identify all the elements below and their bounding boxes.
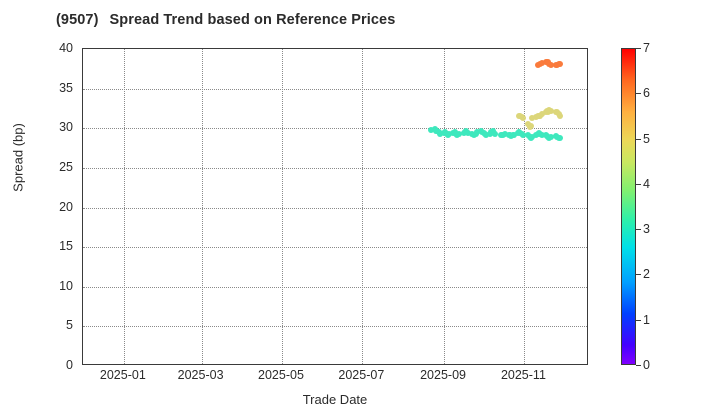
y-tick-label: 35 [59,80,73,95]
x-tick-label: 2025-05 [258,368,304,382]
data-point [547,107,554,114]
colorbar-tick-mark [636,183,641,185]
data-point [538,131,545,138]
gridline-horizontal [83,326,587,328]
gridline-horizontal [83,167,587,169]
colorbar-tick-label: 3 [643,222,650,237]
colorbar-tick-mark [636,229,641,231]
data-point [547,133,554,140]
colorbar-gradient [621,48,636,365]
y-tick-label: 15 [59,239,73,254]
data-point [455,130,462,137]
data-point [520,131,527,138]
chart-title-text: Spread Trend based on Reference Prices [109,12,396,28]
x-axis-label: Trade Date [302,392,368,407]
gridline-vertical [444,49,446,364]
colorbar-tick: 1 [636,313,650,327]
gridline-horizontal [83,88,587,90]
data-point [557,61,563,68]
plot-area [82,48,588,365]
x-axis-ticks: 2025-01 2025-03 2025-05 2025-07 2025-09 2025-… [82,368,588,388]
colorbar-tick: 0 [636,358,650,372]
data-point [547,61,554,68]
colorbar-tick-label: 4 [643,176,650,191]
colorbar-tick: 5 [636,132,650,146]
y-tick-label: 0 [66,358,73,372]
colorbar-tick-label: 6 [643,86,650,101]
colorbar-tick: 3 [636,222,650,236]
data-point [529,133,536,140]
colorbar-tick-label: 0 [643,358,650,372]
gridline-horizontal [83,207,587,209]
x-tick-label: 2025-09 [420,368,466,382]
data-point [427,126,434,133]
colorbar-tick-label: 5 [643,131,650,146]
x-tick-label: 2025-03 [177,368,224,382]
y-tick-label: 10 [59,278,73,293]
colorbar-tick-mark [636,138,641,140]
gridline-vertical [362,49,364,364]
data-point [557,134,563,141]
x-tick-label: 2025-11 [500,368,546,382]
gridline-vertical [524,49,526,364]
gridline-vertical [281,49,283,364]
chart-title-code: (9507) [56,12,99,28]
data-point [538,60,545,67]
data-point [520,114,527,121]
colorbar-tick: 6 [636,86,650,100]
colorbar-tick-mark [636,48,641,49]
data-point [557,112,563,119]
data-point [501,130,508,137]
gridline-horizontal [83,286,587,288]
plot-inner [83,49,587,364]
data-point [528,122,535,129]
colorbar-tick: 4 [636,177,650,191]
colorbar-tick-mark [636,365,641,366]
colorbar-tick-mark [636,93,641,95]
y-axis-label: Spread (bp) [10,123,26,192]
y-axis-ticks: 0 5 10 15 20 25 30 35 40 [0,41,82,372]
colorbar-ticks: 0 1 2 3 4 5 6 7 [636,41,666,372]
y-tick-label: 30 [59,120,73,135]
colorbar-tick-mark [636,319,641,321]
gridline-vertical [123,49,125,364]
data-point [510,131,517,138]
colorbar-tick: 7 [636,41,650,55]
x-tick-label: 2025-07 [338,368,385,382]
gridline-horizontal [83,247,587,249]
data-point [446,130,453,137]
data-point [473,129,480,136]
colorbar-tick-mark [636,274,641,276]
gridline-vertical [201,49,203,364]
y-tick-label: 5 [66,318,73,333]
y-tick-label: 40 [59,41,73,55]
colorbar-tick-label: 1 [643,312,650,327]
colorbar-tick-label: 2 [643,267,650,282]
colorbar-tick-label: 7 [643,41,650,55]
colorbar-tick: 2 [636,267,650,281]
data-point [464,130,471,136]
y-tick-label: 20 [59,199,73,214]
data-point [437,130,444,137]
chart-title: (9507) Spread Trend based on Reference Pr… [56,12,395,28]
y-tick-label: 25 [59,159,73,174]
x-tick-label: 2025-01 [99,368,146,382]
data-point [492,130,499,137]
data-point [529,114,536,121]
data-point [483,131,490,138]
gridline-horizontal [83,128,587,130]
data-point [538,110,545,117]
